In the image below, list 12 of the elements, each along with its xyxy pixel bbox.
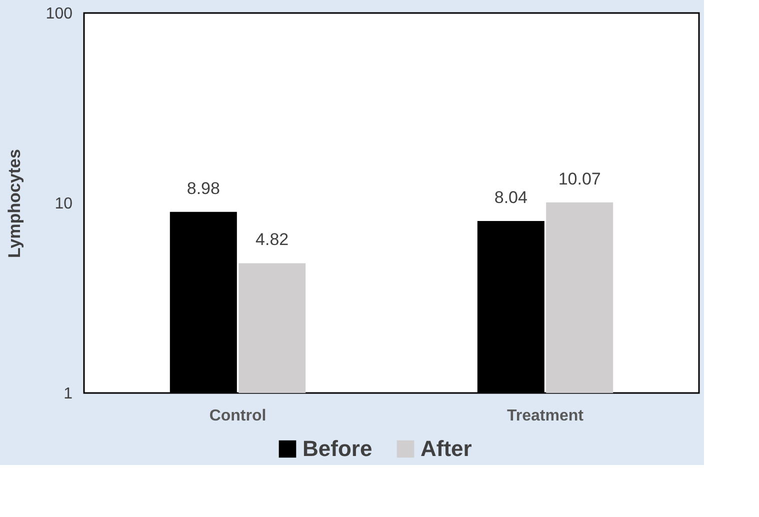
y-tick-label: 100 <box>46 6 73 22</box>
data-label: 8.98 <box>186 178 220 198</box>
data-label: 8.04 <box>494 188 528 207</box>
data-label: 10.07 <box>558 169 601 188</box>
legend-label: After <box>420 436 472 461</box>
x-tick-label: Treatment <box>507 408 584 424</box>
y-tick-label: 10 <box>54 196 73 212</box>
data-label: 4.82 <box>256 230 289 250</box>
legend-label: Before <box>302 436 372 461</box>
y-tick-label: 1 <box>64 386 73 402</box>
y-axis-title: Lymphocytes <box>4 149 24 258</box>
x-tick-label: Control <box>209 408 266 424</box>
